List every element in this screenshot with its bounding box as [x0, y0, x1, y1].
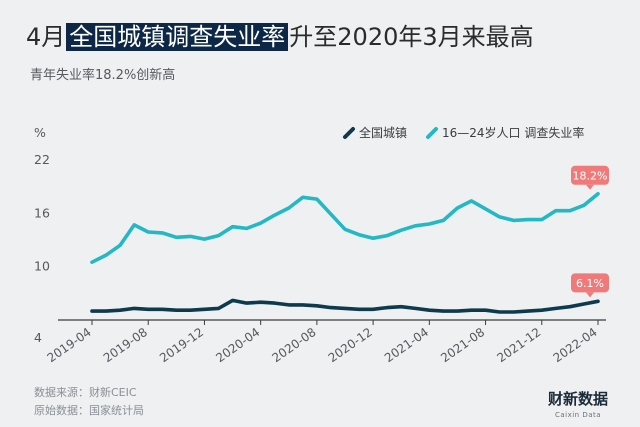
- legend-label: 全国城镇: [359, 125, 407, 140]
- x-tick-label: 2022-04: [551, 325, 600, 365]
- y-tick-label: 4: [34, 330, 42, 345]
- chart-title: 4月 全国城镇调查失业率 升至2020年3月来最高: [26, 20, 534, 54]
- callout-box: [571, 273, 609, 293]
- x-tick-label: 2019-08: [101, 325, 150, 365]
- legend-swatch: [426, 127, 438, 139]
- callout-pointer: [586, 292, 594, 298]
- x-tick-label: 2021-04: [382, 325, 431, 365]
- callout-box: [571, 165, 609, 185]
- data-origin: 原始数据：国家统计局: [34, 404, 144, 417]
- legend-label: 16—24岁人口 调查失业率: [442, 125, 584, 140]
- x-tick-label: 2019-12: [157, 325, 206, 365]
- caixin-data-logo: 财新数据 Caixin Data: [543, 391, 613, 423]
- title-highlight: 全国城镇调查失业率: [66, 23, 289, 51]
- y-tick-label: 22: [34, 152, 50, 167]
- callout-label: 6.1%: [576, 277, 604, 290]
- x-tick-label: 2019-04: [45, 325, 94, 365]
- y-tick-label: 16: [34, 205, 50, 220]
- x-tick-label: 2021-08: [438, 325, 487, 365]
- x-tick-label: 2020-04: [213, 325, 262, 365]
- y-tick-label: 10: [34, 259, 50, 274]
- y-unit-label: %: [34, 125, 46, 140]
- callout-pointer: [586, 184, 594, 190]
- x-tick-label: 2020-12: [326, 325, 375, 365]
- x-tick-label: 2020-08: [270, 325, 319, 365]
- series-line-national: [90, 298, 600, 314]
- callout-label: 18.2%: [573, 169, 608, 182]
- title-prefix: 4月: [26, 23, 66, 51]
- logo-text: 财新数据: [547, 390, 608, 408]
- logo-sub: Caixin Data: [554, 411, 602, 419]
- title-suffix: 升至2020年3月来最高: [289, 23, 534, 51]
- series-line-youth: [90, 192, 600, 265]
- legend-swatch: [343, 127, 355, 139]
- data-source: 数据来源：财新CEIC: [34, 386, 137, 399]
- chart-subtitle: 青年失业率18.2%创新高: [30, 68, 176, 83]
- x-tick-label: 2021-12: [494, 325, 543, 365]
